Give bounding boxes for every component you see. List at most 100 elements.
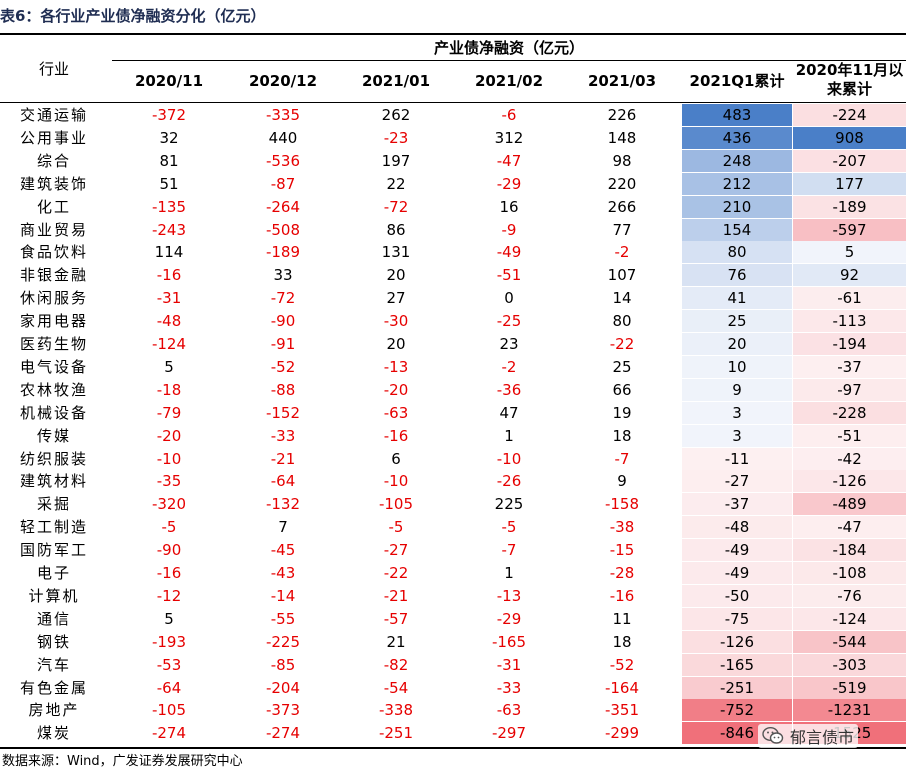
value-cell: -135 (151, 197, 187, 216)
value-cell: -29 (496, 174, 522, 193)
value-cell: 107 (607, 266, 637, 285)
value-cell: -42 (793, 447, 906, 470)
value-cell: 154 (682, 218, 792, 241)
value-cell: 9 (617, 472, 627, 491)
value-cell: 47 (499, 403, 519, 422)
value-cell: -37 (682, 493, 792, 516)
value-cell: 92 (793, 264, 906, 287)
value-cell: -204 (265, 678, 301, 697)
value-cell: -224 (793, 104, 906, 126)
value-cell: -47 (496, 151, 522, 170)
column-header: 2021/01 (361, 72, 431, 90)
value-cell: -16 (156, 564, 182, 582)
value-cell: -165 (682, 653, 792, 676)
value-cell: -20 (156, 426, 182, 445)
value-cell: 220 (607, 174, 637, 193)
table-row: 汽车 -53 -85 -82 -31 -52 -165 -303 (0, 653, 906, 677)
table-row: 医药生物 -124 -91 20 23 -22 20 -194 (0, 333, 906, 356)
value-cell: -45 (270, 541, 296, 560)
value-cell: -124 (151, 335, 187, 353)
value-cell: -10 (383, 472, 409, 491)
source-note: 数据来源：Wind，广发证券发展研究中心 (2, 754, 243, 769)
value-cell: -79 (156, 403, 182, 422)
group-underline (112, 60, 906, 61)
value-cell: -88 (270, 380, 296, 399)
value-cell: -351 (604, 701, 640, 720)
value-cell: -54 (383, 678, 409, 697)
value-cell: -38 (609, 518, 635, 537)
value-cell: -20 (383, 380, 409, 399)
value-cell: 51 (159, 174, 179, 193)
table-row: 计算机 -12 -14 -21 -13 -16 -50 -76 (0, 584, 906, 608)
column-header: 2020/12 (248, 72, 318, 90)
value-cell: -97 (793, 378, 906, 401)
industry-name: 采掘 (36, 495, 71, 514)
industry-name: 电气设备 (19, 357, 88, 376)
value-cell: -75 (682, 607, 792, 630)
table-row: 商业贸易 -243 -508 86 -9 77 154 -597 (0, 218, 906, 242)
value-cell: 3 (682, 424, 792, 447)
value-cell: -372 (151, 106, 187, 124)
value-cell: -10 (156, 449, 182, 468)
table-row: 电气设备 5 -52 -13 -2 25 10 -37 (0, 355, 906, 379)
table-row: 交通运输 -372 -335 262 -6 226 483 -224 (0, 104, 906, 127)
column-header: 2021Q1累计 (689, 72, 785, 90)
table-row: 机械设备 -79 -152 -63 47 19 3 -228 (0, 401, 906, 425)
value-cell: -37 (793, 355, 906, 378)
value-cell: -25 (496, 312, 522, 331)
value-cell: -12 (156, 586, 182, 605)
value-cell: 226 (607, 106, 637, 124)
value-cell: -274 (151, 724, 187, 743)
value-cell: -61 (793, 287, 906, 310)
value-cell: -63 (383, 403, 409, 422)
value-cell: -536 (265, 151, 301, 170)
table-row: 国防军工 -90 -45 -27 -7 -15 -49 -184 (0, 539, 906, 562)
table-row: 有色金属 -64 -204 -54 -33 -164 -251 -519 (0, 676, 906, 700)
value-cell: -207 (793, 149, 906, 172)
value-cell: -108 (793, 562, 906, 584)
value-cell: -64 (156, 678, 182, 697)
table-row: 食品饮料 114 -189 131 -49 -2 80 5 (0, 241, 906, 264)
value-cell: 248 (682, 149, 792, 172)
value-cell: 262 (381, 106, 411, 124)
value-cell: -52 (609, 655, 635, 674)
value-cell: -164 (604, 678, 640, 697)
table-row: 轻工制造 -5 7 -5 -5 -38 -48 -47 (0, 516, 906, 539)
table-row: 休闲服务 -31 -72 27 0 14 41 -61 (0, 287, 906, 310)
value-cell: -126 (682, 630, 792, 653)
value-cell: -124 (793, 607, 906, 630)
table-row: 电子 -16 -43 -22 1 -28 -49 -108 (0, 562, 906, 585)
value-cell: -21 (270, 449, 296, 468)
value-cell: -5 (501, 518, 517, 537)
value-cell: -57 (383, 609, 409, 628)
wechat-icon (762, 726, 784, 746)
value-cell: 25 (612, 357, 632, 376)
value-cell: -132 (265, 495, 301, 514)
value-cell: -303 (793, 653, 906, 676)
value-cell: -87 (270, 174, 296, 193)
value-cell: 18 (612, 426, 632, 445)
value-cell: 41 (682, 287, 792, 310)
group-header: 产业债净融资（亿元） (433, 39, 584, 57)
table-row: 家用电器 -48 -90 -30 -25 80 25 -113 (0, 310, 906, 333)
value-cell: -49 (496, 243, 522, 262)
value-cell: -228 (793, 401, 906, 424)
value-cell: -52 (270, 357, 296, 376)
value-cell: -63 (496, 701, 522, 720)
industry-name: 商业贸易 (19, 220, 88, 239)
value-cell: 483 (682, 104, 792, 126)
value-cell: -274 (265, 724, 301, 743)
value-cell: 21 (386, 632, 406, 651)
value-cell: 23 (499, 335, 519, 353)
value-cell: -9 (501, 220, 517, 239)
value-cell: -264 (265, 197, 301, 216)
value-cell: 5 (164, 357, 174, 376)
value-cell: -7 (614, 449, 630, 468)
table-row: 传媒 -20 -33 -16 1 18 3 -51 (0, 424, 906, 448)
value-cell: -251 (682, 676, 792, 699)
value-cell: 312 (494, 128, 524, 147)
value-cell: -489 (793, 493, 906, 516)
industry-name: 传媒 (36, 426, 71, 445)
value-cell: -82 (383, 655, 409, 674)
value-cell: -14 (270, 586, 296, 605)
